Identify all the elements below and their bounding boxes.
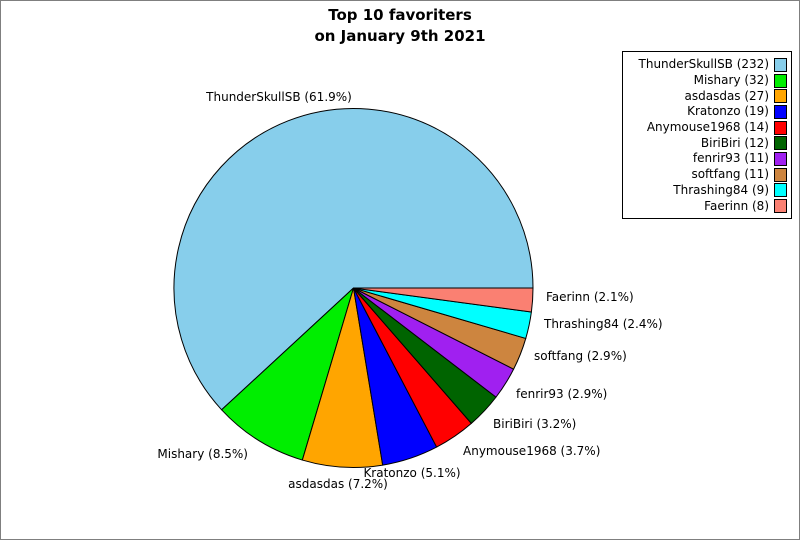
legend-label: Kratonzo (19) [687,104,769,119]
legend-swatch [774,104,787,119]
legend-item-Mishary: Mishary (32) [629,73,787,89]
legend-swatch [774,120,787,135]
legend-swatch [774,136,787,151]
slice-label-Mishary: Mishary (8.5%) [157,447,248,461]
slice-label-asdasdas: asdasdas (7.2%) [288,477,388,491]
pie-slice-ThunderSkullSB [173,108,534,411]
legend-swatch [774,57,787,72]
legend-item-ThunderSkullSB: ThunderSkullSB (232) [629,57,787,73]
legend-label: Thrashing84 (9) [673,182,769,197]
legend-item-asdasdas: asdasdas (27) [629,88,787,104]
legend-label: fenrir93 (11) [692,151,769,166]
legend-label: softfang (11) [691,167,769,182]
pie-slice-Faerinn [353,287,534,313]
legend-swatch [774,151,787,166]
slice-label-fenrir93: fenrir93 (2.9%) [516,387,608,401]
legend-swatch [774,167,787,182]
legend-label: BiriBiri (12) [700,135,769,150]
slice-label-Anymouse1968: Anymouse1968 (3.7%) [463,444,601,458]
chart-title: Top 10 favoriters on January 9th 2021 [1,5,799,47]
legend-label: Mishary (32) [693,73,769,88]
legend: ThunderSkullSB (232) Mishary (32) asdasdas… [622,51,792,219]
legend-item-Anymouse1968: Anymouse1968 (14) [629,120,787,136]
legend-item-fenrir93: fenrir93 (11) [629,151,787,167]
legend-swatch [774,73,787,88]
legend-swatch [774,183,787,198]
slice-label-BiriBiri: BiriBiri (3.2%) [493,417,577,431]
legend-item-Faerinn: Faerinn (8) [629,198,787,214]
legend-label: asdasdas (27) [684,88,770,103]
legend-swatch [774,199,787,214]
legend-item-Kratonzo: Kratonzo (19) [629,104,787,120]
legend-item-BiriBiri: BiriBiri (12) [629,135,787,151]
slice-label-Kratonzo: Kratonzo (5.1%) [363,466,461,480]
slice-label-softfang: softfang (2.9%) [534,349,627,363]
slice-label-Faerinn: Faerinn (2.1%) [546,290,634,304]
legend-item-Thrashing84: Thrashing84 (9) [629,183,787,199]
pie-slice-Mishary [221,287,354,461]
legend-label: ThunderSkullSB (232) [638,57,769,72]
legend-label: Faerinn (8) [704,198,769,213]
legend-swatch [774,89,787,104]
slice-label-Thrashing84: Thrashing84 (2.4%) [544,317,663,331]
legend-label: Anymouse1968 (14) [646,120,769,135]
chart-title-line1: Top 10 favoriters [328,6,472,24]
chart-title-line2: on January 9th 2021 [314,27,486,45]
legend-item-softfang: softfang (11) [629,167,787,183]
slice-label-ThunderSkullSB: ThunderSkullSB (61.9%) [206,90,352,104]
